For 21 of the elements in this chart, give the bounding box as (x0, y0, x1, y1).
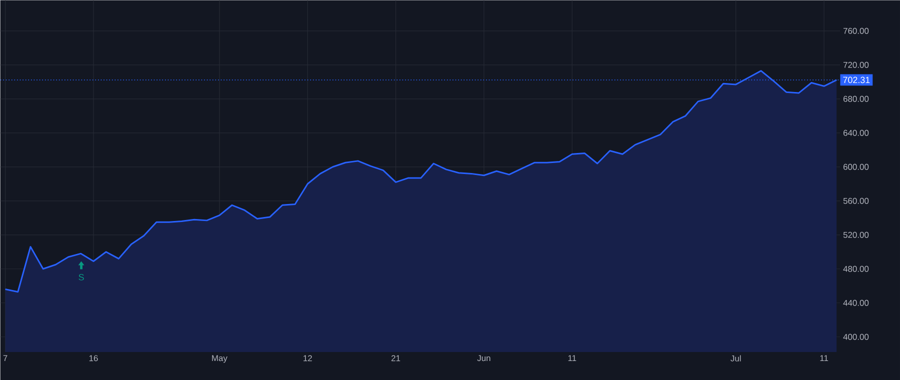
y-tick-label: 600.00 (843, 164, 869, 170)
x-tick-label: Jun (477, 355, 490, 362)
x-tick-label: 11 (820, 355, 828, 361)
y-tick-label: 640.00 (843, 130, 869, 136)
y-tick-label: 480.00 (843, 266, 869, 272)
y-tick-label: 520.00 (843, 232, 869, 238)
x-tick-label: 16 (89, 355, 98, 362)
y-tick-label: 560.00 (843, 198, 869, 204)
x-tick-label: 7 (3, 355, 8, 361)
annotation: S (78, 274, 84, 280)
x-tick-label: 11 (568, 355, 576, 361)
y-tick-label: 400.00 (843, 334, 869, 340)
y-tick-label: 760.00 (843, 28, 869, 34)
x-tick-label: Jul (730, 355, 741, 362)
ref-line-label: 702.31 (843, 76, 870, 84)
x-tick-label: 21 (391, 355, 400, 362)
y-tick-label: 720.00 (843, 62, 869, 68)
x-tick-label: May (212, 355, 228, 363)
y-tick-label: 680.00 (843, 96, 869, 102)
x-tick-label: 12 (304, 355, 312, 362)
y-tick-label: 440.00 (843, 300, 869, 306)
